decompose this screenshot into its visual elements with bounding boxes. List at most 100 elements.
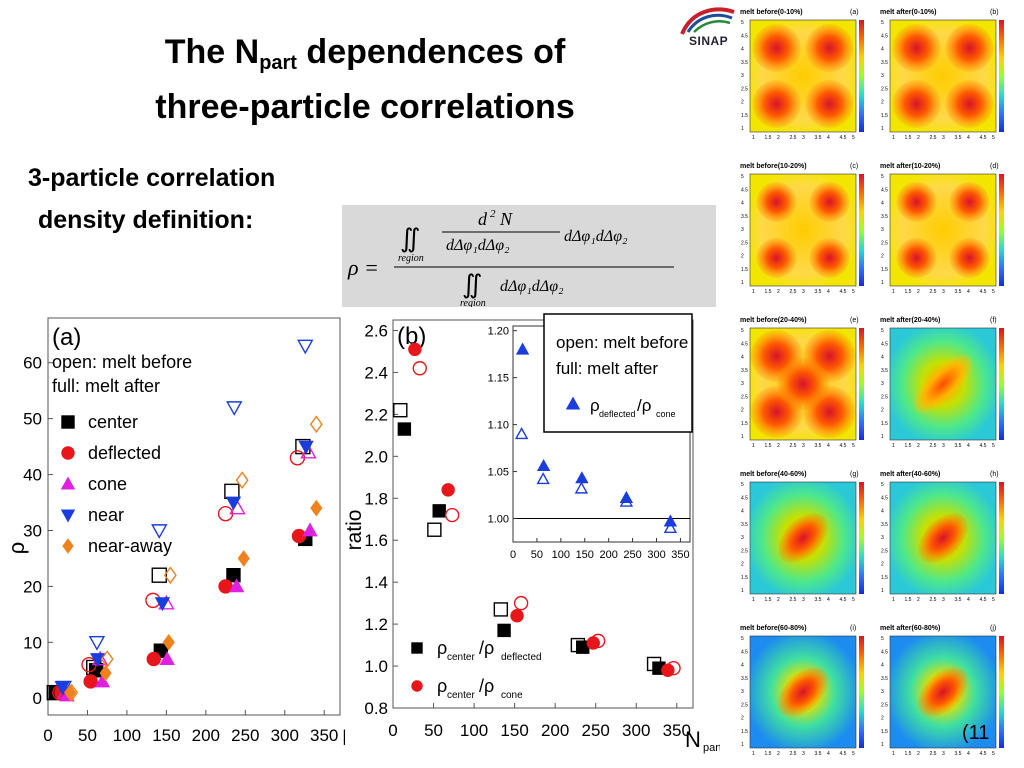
inset-legend-box bbox=[543, 313, 693, 433]
heatmap-ytick-label: 1.5 bbox=[881, 729, 888, 735]
heatmap-ytick-label: 3.5 bbox=[741, 676, 748, 682]
heatmap-panel: melt before(0-10%) (a) 1 1 1.5 1.5 2 2 2.5 2.5 3 3 3… bbox=[740, 9, 864, 141]
heatmap-ytick-label: 3.5 bbox=[881, 214, 888, 220]
heatmap-tag: (j) bbox=[990, 625, 996, 632]
heatmap-xtick-label: 5 bbox=[992, 135, 995, 141]
heatmap-title: melt before(0-10%) bbox=[740, 9, 803, 16]
heatmap-tag: (f) bbox=[990, 317, 997, 324]
chart-b-legend-sub1: center bbox=[447, 690, 475, 701]
heatmap-xtick-label: 5 bbox=[852, 289, 855, 295]
formula-region-top: region bbox=[398, 253, 424, 264]
heatmap-xtick-label: 4.5 bbox=[980, 289, 987, 295]
heatmap-xtick-label: 1.5 bbox=[765, 597, 772, 603]
chart-a-point-open bbox=[163, 566, 177, 585]
chart-b-legend-mid: /ρ bbox=[479, 676, 494, 696]
chart-a-point-full bbox=[310, 499, 323, 517]
chart-a-xtick-label: 50 bbox=[78, 726, 97, 745]
chart-a-point-full bbox=[225, 496, 242, 511]
heatmap-xtick-label: 2 bbox=[917, 443, 920, 449]
heatmap-ytick-label: 4.5 bbox=[881, 341, 888, 347]
heatmap-colorbar bbox=[859, 174, 864, 286]
heatmap-colorbar bbox=[999, 482, 1004, 594]
heatmap-xtick-label: 5 bbox=[992, 597, 995, 603]
heatmap-xtick-label: 4.5 bbox=[840, 751, 847, 757]
chart-a-point-open bbox=[100, 650, 114, 668]
heatmap-xtick-label: 1 bbox=[752, 443, 755, 449]
heatmap-xtick-label: 1.5 bbox=[765, 443, 772, 449]
chart-b-xlabel-sub: part bbox=[703, 742, 720, 754]
heatmap-ytick-label: 5 bbox=[741, 174, 744, 180]
chart-a-legend-label: near bbox=[88, 505, 124, 525]
inset-legend-marker bbox=[565, 396, 581, 410]
heatmap-panel: melt before(10-20%) (c) 1 1 1.5 1.5 2 2 2.5 2.5 3 3… bbox=[740, 163, 864, 295]
heatmap-ytick-label: 2.5 bbox=[741, 702, 748, 708]
heatmap-ytick-label: 4.5 bbox=[741, 649, 748, 655]
heatmap-ytick-label: 4 bbox=[881, 355, 884, 361]
inset-point-open bbox=[663, 520, 678, 534]
chart-a-legend-marker bbox=[60, 509, 76, 523]
heatmap-ytick-label: 3.5 bbox=[881, 676, 888, 682]
inset-ytick-label: 1.00 bbox=[488, 514, 509, 526]
chart-a-ylabel: ρ bbox=[4, 542, 29, 555]
formula-integral-top: ∬ bbox=[400, 224, 421, 253]
chart-b-point-full bbox=[510, 609, 524, 623]
inset-ytick-label: 1.10 bbox=[488, 420, 509, 432]
chart-a: 0501001502002503003500102030405060ρNpart… bbox=[4, 317, 345, 750]
heatmap-xtick-label: 2.5 bbox=[930, 597, 937, 603]
heatmap-ytick-label: 3 bbox=[881, 227, 884, 233]
inset-legend-sub1: deflected bbox=[599, 409, 636, 419]
heatmap-ytick-label: 2 bbox=[741, 254, 744, 260]
inset-point-open bbox=[574, 481, 589, 494]
inset-xtick-label: 250 bbox=[623, 549, 641, 561]
heatmap-ytick-label: 4.5 bbox=[741, 33, 748, 39]
chart-a-point-full bbox=[99, 664, 112, 682]
inset-xtick-label: 200 bbox=[599, 549, 617, 561]
heatmap-xtick-label: 5 bbox=[992, 751, 995, 757]
heatmap-ytick-label: 2.5 bbox=[881, 394, 888, 400]
chart-b-point-full bbox=[441, 483, 455, 497]
heatmap-ytick-label: 5 bbox=[741, 482, 744, 488]
heatmap-colorbar bbox=[999, 174, 1004, 286]
chart-b-point-full bbox=[586, 636, 600, 650]
chart-b-point-open bbox=[493, 602, 509, 617]
heatmap-ytick-label: 1 bbox=[881, 126, 884, 132]
chart-b-legend-marker bbox=[411, 680, 423, 692]
heatmap-hotspot bbox=[752, 24, 801, 72]
chart-a-point-full bbox=[302, 522, 318, 537]
heatmap-ytick-label: 2.5 bbox=[881, 86, 888, 92]
heatmap-xtick-label: 2.5 bbox=[790, 751, 797, 757]
chart-a-ytick-label: 50 bbox=[23, 410, 42, 429]
definition-line-2: density definition: bbox=[38, 206, 254, 234]
chart-b-xtick-label: 0 bbox=[388, 721, 397, 740]
heatmap-hotspot bbox=[913, 354, 973, 414]
heatmap-ytick-label: 4.5 bbox=[881, 187, 888, 193]
heatmap-xtick-label: 2 bbox=[917, 135, 920, 141]
chart-a-point-open bbox=[235, 471, 249, 490]
heatmap-xtick-label: 1 bbox=[752, 135, 755, 141]
chart-a-point-full bbox=[64, 684, 77, 701]
inset-point-open bbox=[536, 472, 550, 485]
heatmap-tag: (g) bbox=[850, 471, 859, 478]
chart-b-ytick-label: 1.2 bbox=[364, 615, 388, 634]
chart-b-ytick-label: 0.8 bbox=[364, 699, 388, 718]
inset-xtick-label: 350 bbox=[671, 549, 689, 561]
chart-b-frame bbox=[392, 319, 694, 709]
heatmap-xtick-label: 4.5 bbox=[980, 751, 987, 757]
heatmap-xtick-label: 4 bbox=[967, 751, 970, 757]
chart-a-legend-label: deflected bbox=[88, 443, 161, 463]
chart-b-legend-rho: ρ bbox=[437, 638, 447, 658]
chart-a-point-open bbox=[151, 524, 168, 539]
chart-b-point-open bbox=[513, 595, 529, 611]
heatmap-ytick-label: 2 bbox=[741, 100, 744, 106]
heatmap-ytick-label: 4 bbox=[741, 47, 744, 53]
heatmap-ytick-label: 1.5 bbox=[881, 575, 888, 581]
chart-a-point-full bbox=[162, 633, 175, 651]
heatmap-xtick-label: 3.5 bbox=[815, 597, 822, 603]
heatmap-ytick-label: 3 bbox=[741, 689, 744, 695]
heatmap-tag: (h) bbox=[990, 471, 999, 478]
heatmap-ytick-label: 3 bbox=[881, 73, 884, 79]
heatmap-xtick-label: 2.5 bbox=[930, 443, 937, 449]
heatmap-xtick-label: 4.5 bbox=[840, 597, 847, 603]
heatmap-xtick-label: 2 bbox=[777, 751, 780, 757]
heatmap-xtick-label: 1.5 bbox=[905, 135, 912, 141]
